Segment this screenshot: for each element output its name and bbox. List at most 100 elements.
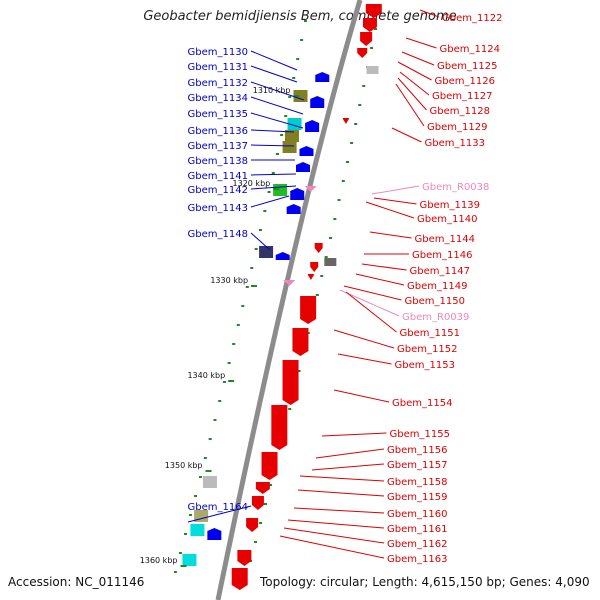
guide-dash (324, 256, 328, 258)
guide-dash (328, 237, 332, 239)
topology-text: Topology: circular; Length: 4,615,150 bp… (260, 575, 590, 589)
guide-dash (267, 191, 271, 193)
guide-dash (315, 294, 319, 296)
leader-line (250, 65, 298, 83)
reverse-gene-arrow (314, 243, 323, 253)
forward-gene-arrow (315, 72, 330, 82)
guide-dash (271, 172, 275, 174)
tick-label: 1360 kbp (140, 556, 178, 565)
tick-mark (228, 380, 235, 382)
gene-box (293, 90, 308, 102)
leader-line (315, 448, 385, 459)
leader-line (250, 81, 305, 101)
tick-label: 1320 kbp (233, 179, 271, 188)
reverse-gene-label: Gbem_1129 (427, 122, 487, 133)
forward-gene-label: Gbem_1131 (188, 62, 248, 73)
guide-dash (245, 286, 249, 288)
leader-line (187, 505, 252, 523)
guide-dash (178, 552, 182, 554)
reverse-gene-arrow (246, 518, 259, 532)
reverse-gene-arrow (261, 452, 278, 480)
forward-gene-arrow (290, 188, 305, 200)
guide-dash (296, 58, 300, 60)
leader-line (297, 489, 385, 497)
guide-dash (258, 229, 262, 231)
leader-line (250, 173, 297, 176)
leader-line (250, 232, 271, 251)
forward-gene-label: Gbem_1148 (188, 229, 248, 240)
guide-dash (280, 134, 284, 136)
leader-line (339, 289, 400, 317)
reverse-gene-label: Gbem_1139 (420, 200, 480, 211)
guide-dash (254, 541, 258, 543)
reverse-gene-arrow (292, 328, 309, 356)
tick-mark (251, 285, 258, 287)
guide-dash (232, 343, 236, 345)
forward-gene-label: Gbem_1138 (188, 156, 248, 167)
forward-gene-label: Gbem_1141 (188, 171, 248, 182)
guide-dash (303, 20, 307, 22)
leader-line (250, 195, 290, 208)
guide-dash (370, 47, 374, 49)
leader-line (250, 96, 304, 115)
reverse-gene-label: Gbem_1163 (387, 554, 447, 565)
leader-line (321, 432, 387, 437)
guide-dash (259, 522, 263, 524)
right-label-lines (279, 9, 440, 559)
forward-gene-label: Gbem_1134 (188, 93, 248, 104)
reverse-gene-label: Gbem_1156 (387, 445, 447, 456)
reverse-gene-label: Gbem_1152 (397, 344, 457, 355)
forward-gene-label: Gbem_1136 (188, 126, 248, 137)
gene-box (194, 510, 209, 522)
reverse-gene-label: Gbem_1125 (437, 61, 497, 72)
forward-gene-label: Gbem_1143 (188, 203, 248, 214)
leader-line (250, 112, 304, 129)
reverse-gene-arrow (360, 32, 373, 46)
guide-dash (341, 180, 345, 182)
reverse-gene-label: Gbem_1153 (395, 360, 455, 371)
gene-box (202, 476, 217, 488)
leader-line (299, 475, 385, 482)
gene-box (282, 141, 297, 153)
reverse-gene-arrow (307, 274, 314, 280)
gene-box (284, 130, 299, 142)
tick-mark (180, 565, 187, 567)
leader-line (395, 83, 425, 127)
reverse-gene-label: Gbem_1149 (407, 281, 467, 292)
leader-line (391, 127, 422, 143)
guide-dash (203, 457, 207, 459)
reverse-gene-arrow (251, 496, 264, 510)
guide-dash (263, 210, 267, 212)
guide-dash (362, 85, 366, 87)
reverse-gene-arrow (231, 568, 248, 590)
guide-dash (227, 362, 231, 364)
leader-line (343, 285, 402, 301)
reverse-gene-label: Gbem_1158 (387, 477, 447, 488)
reverse-gene-label: Gbem_1124 (440, 44, 500, 55)
guide-dash (213, 419, 217, 421)
guide-dash (297, 370, 301, 372)
reverse-gene-label: Gbem_1159 (387, 492, 447, 503)
tick-mark (273, 188, 280, 190)
guide-dash (373, 28, 377, 30)
forward-gene-arrow (275, 252, 290, 260)
leader-line (333, 329, 395, 349)
guide-dash (194, 495, 198, 497)
reverse-gene-arrow (365, 4, 382, 18)
forward-gene-label: Gbem_1164 (188, 502, 248, 513)
leader-line (397, 77, 427, 111)
left-labels: Gbem_1130 Gbem_1131 Gbem_1132 Gbem_1134 Gbem… (188, 47, 248, 513)
leader-line (355, 273, 405, 286)
leader-line (250, 50, 298, 71)
leader-line (293, 507, 385, 514)
reverse-gene-label: Gbem_1128 (430, 106, 490, 117)
guide-dash (345, 161, 349, 163)
right-labels: Gbem_1122 Gbem_1124 Gbem_1125 Gbem_1126 Gbem… (387, 13, 502, 565)
leader-line (283, 527, 385, 544)
guide-dash (173, 571, 177, 573)
guide-dash (236, 324, 240, 326)
guide-dash (358, 104, 362, 106)
leader-line (337, 353, 392, 365)
guide-dash (254, 248, 258, 250)
